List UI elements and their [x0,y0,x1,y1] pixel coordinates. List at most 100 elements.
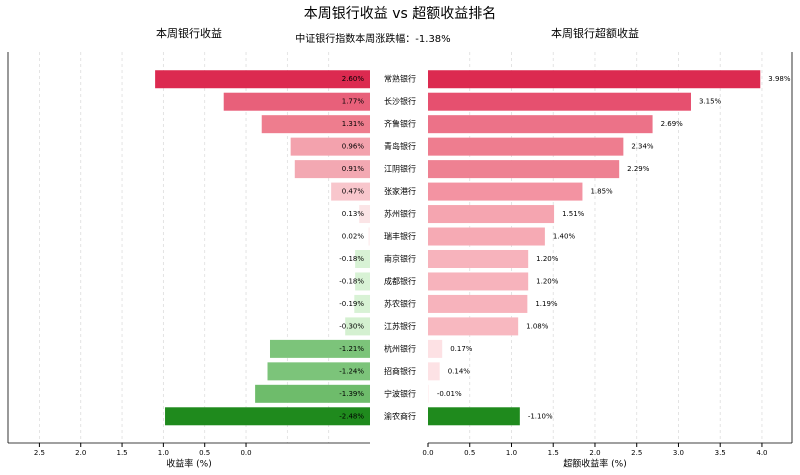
bar [155,70,370,89]
bar [428,160,620,179]
x-tick-label: 1.5 [116,449,127,457]
bar [428,384,429,403]
bar [165,407,370,426]
bar [269,339,370,358]
x-tick-label: 4.0 [756,449,767,457]
value-label: -2.48% [339,412,364,420]
bar [428,205,555,224]
value-label: -0.18% [339,277,364,285]
category-label: 南京银行 [384,253,416,263]
value-label: -1.21% [339,345,364,353]
bar [355,249,370,268]
value-label: 1.20% [536,255,559,263]
value-label: -0.18% [339,255,364,263]
value-label: 1.77% [342,98,365,106]
bar [359,205,370,224]
category-label: 宁波银行 [384,388,416,398]
bar [345,317,370,336]
value-label: 0.02% [342,233,365,241]
value-label: 2.69% [661,120,684,128]
value-label: 0.17% [450,345,473,353]
x-tick-label: 0.0 [240,449,251,457]
value-label: 0.91% [342,165,365,173]
category-label: 常熟银行 [384,74,416,84]
value-label: -1.24% [339,367,364,375]
annotation: 中证银行指数本周涨跌幅：-1.38% [295,32,450,45]
value-label: 0.47% [342,188,365,196]
bar [428,294,528,313]
value-label: 0.96% [342,143,365,151]
bar [428,115,653,134]
value-label: -0.19% [339,300,364,308]
category-label: 成都银行 [384,276,416,286]
value-label: -0.01% [437,390,462,398]
value-label: 3.15% [699,98,722,106]
x-tick-label: 0.5 [464,449,475,457]
bar [428,70,761,89]
value-label: 1.08% [526,322,549,330]
category-label: 渝农商行 [384,411,416,421]
bar [355,272,370,291]
x-tick-label: 1.0 [158,449,169,457]
chart-title: 本周银行收益 vs 超额收益排名 [304,6,496,22]
category-label: 张家港行 [384,186,416,196]
bar [428,227,545,246]
value-label: -1.39% [339,390,364,398]
value-label: 0.14% [448,367,471,375]
category-label: 招商银行 [384,366,416,376]
x-tick-label: 2.0 [589,449,600,457]
value-label: 2.60% [342,75,365,83]
category-label: 江苏银行 [384,321,416,331]
value-label: 2.29% [627,165,650,173]
x-tick-label: 3.0 [673,449,684,457]
bar [428,339,443,358]
bar [428,407,520,426]
bar [428,249,529,268]
category-label: 瑞丰银行 [384,231,416,241]
x-tick-label: 3.5 [715,449,726,457]
value-label: -0.30% [339,322,364,330]
value-label: 1.20% [536,277,559,285]
category-label: 青岛银行 [384,141,416,151]
bar [294,160,370,179]
value-label: 3.98% [768,75,791,83]
category-label: 江阴银行 [384,164,416,174]
panel-title: 本周银行收益 [156,26,222,40]
value-label: 1.85% [590,188,613,196]
value-label: 2.34% [631,143,654,151]
value-label: 1.40% [553,233,576,241]
x-axis-label: 超额收益率 (%) [563,458,626,470]
bar [368,227,370,246]
bar [428,272,529,291]
bar [428,362,440,381]
x-tick-label: 0.0 [422,449,433,457]
bar [428,182,583,201]
panel-title: 本周银行超额收益 [551,26,639,40]
value-label: -1.10% [528,412,553,420]
value-label: 1.31% [342,120,365,128]
x-tick-label: 1.0 [506,449,517,457]
x-tick-label: 1.5 [548,449,559,457]
category-label: 苏州银行 [384,209,416,219]
bar [354,294,370,313]
value-label: 1.19% [535,300,558,308]
category-label: 苏农银行 [384,298,416,308]
bar [290,137,370,156]
category-label: 杭州银行 [384,343,416,353]
value-label: 1.51% [562,210,585,218]
bar [267,362,370,381]
value-label: 0.13% [342,210,365,218]
x-tick-label: 2.5 [34,449,45,457]
category-label: 长沙银行 [384,96,416,106]
bar [428,137,624,156]
bar [428,92,691,111]
bar [331,182,370,201]
x-axis-label: 收益率 (%) [166,458,211,470]
x-tick-label: 0.5 [199,449,210,457]
bar [223,92,370,111]
bar [255,384,370,403]
x-tick-label: 2.0 [75,449,86,457]
category-label: 齐鲁银行 [384,119,416,129]
bar [428,317,519,336]
